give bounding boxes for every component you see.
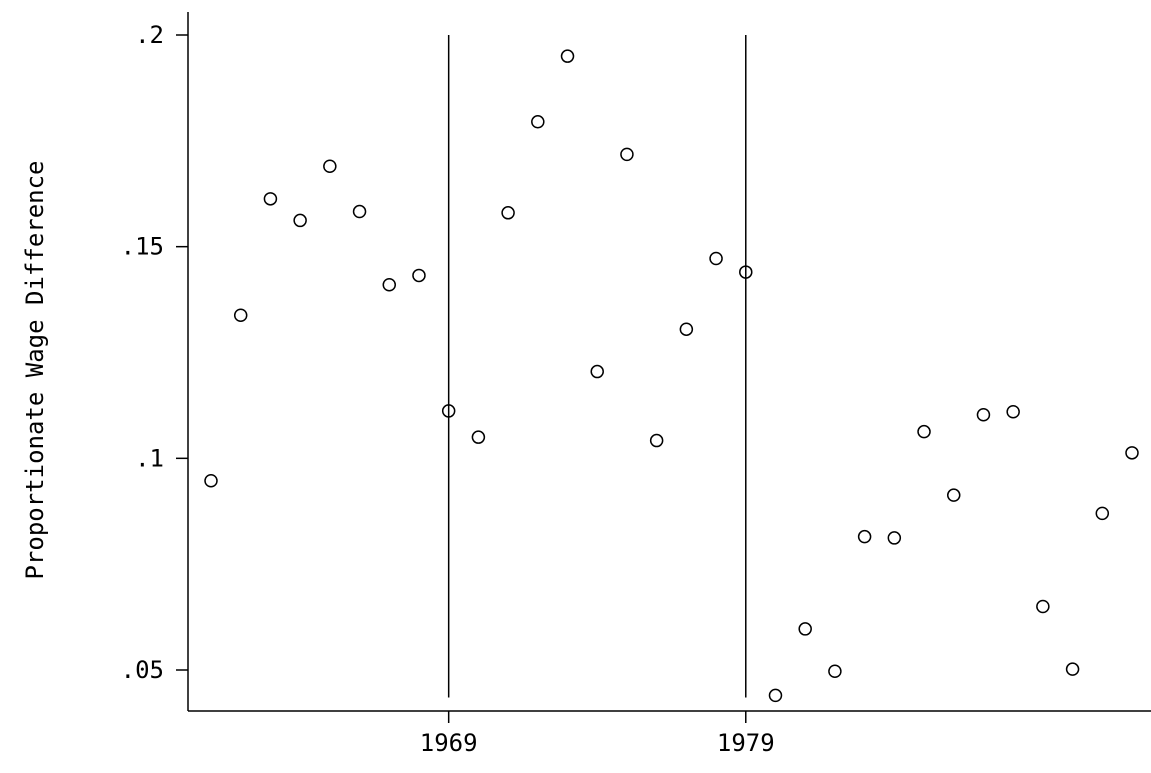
data-point: [293, 213, 307, 228]
data-point: [441, 404, 456, 418]
data-point: [649, 433, 664, 448]
data-point: [560, 49, 575, 63]
data-point: [798, 622, 812, 636]
data-point: [1006, 405, 1020, 419]
data-points: [204, 49, 1139, 703]
data-point: [1036, 599, 1050, 614]
data-point: [352, 204, 367, 219]
data-point: [204, 474, 218, 488]
data-point: [263, 192, 278, 206]
data-point: [1125, 446, 1139, 460]
data-point: [709, 251, 723, 266]
data-point: [1065, 662, 1080, 676]
data-point: [917, 424, 931, 439]
data-point: [531, 115, 545, 129]
reference-lines: [447, 35, 747, 698]
data-point: [590, 364, 604, 379]
data-point: [323, 159, 337, 173]
data-point: [620, 147, 634, 162]
data-point: [857, 529, 872, 544]
data-point: [382, 278, 397, 292]
data-point: [828, 664, 842, 679]
data-point: [679, 322, 694, 336]
x-tick-label: 1969: [420, 729, 478, 757]
data-point: [887, 531, 902, 545]
y-tick-label: .1: [135, 444, 164, 472]
y-axis-title: Proportionate Wage Difference: [21, 160, 49, 579]
data-point: [501, 206, 515, 220]
x-tick-label: 1979: [717, 729, 775, 757]
y-tick-label: .05: [121, 656, 164, 684]
data-point: [1095, 506, 1110, 521]
y-ticks: .05 .1 .15 .2: [121, 21, 188, 684]
data-point: [471, 430, 486, 444]
data-point: [412, 268, 426, 283]
data-point: [976, 407, 991, 422]
axes: [187, 12, 1151, 712]
data-point: [946, 488, 961, 502]
y-tick-label: .2: [135, 21, 164, 49]
data-point: [739, 265, 753, 279]
x-ticks: 1969 1979: [420, 711, 775, 757]
data-point: [768, 688, 783, 703]
data-point: [233, 308, 248, 322]
y-tick-label: .15: [121, 233, 164, 261]
